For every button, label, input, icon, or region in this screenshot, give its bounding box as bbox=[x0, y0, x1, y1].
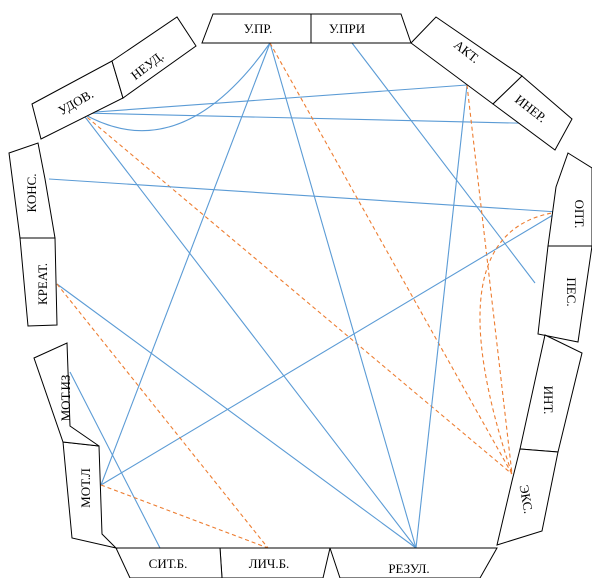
node-label-upri: У.ПРИ bbox=[329, 21, 365, 36]
link-udov-eks bbox=[81, 112, 513, 475]
link-upr-eks bbox=[269, 42, 513, 475]
link-upr-rezul bbox=[269, 42, 417, 549]
node-label-motiz: МОТ.ИЗ bbox=[58, 375, 73, 422]
node-label-int: ИНТ. bbox=[541, 386, 556, 415]
link-udov-upr bbox=[81, 42, 271, 132]
link-opt-eks bbox=[479, 211, 559, 475]
node-label-pes: ПЕС. bbox=[564, 277, 579, 306]
segment-kons bbox=[8, 142, 56, 239]
link-udov-rezul bbox=[81, 112, 417, 549]
frame-layer bbox=[8, 13, 592, 578]
node-label-opt: ОПТ. bbox=[572, 200, 587, 229]
link-opt-motl bbox=[100, 211, 559, 486]
node-label-kons: КОНС. bbox=[24, 173, 39, 212]
link-akt-eks bbox=[466, 84, 513, 475]
link-kreat-lichb bbox=[56, 283, 269, 549]
segment-rezul bbox=[329, 547, 498, 578]
links-layer bbox=[48, 42, 559, 549]
segment-pes bbox=[537, 245, 592, 343]
link-motl-lichb bbox=[100, 484, 269, 549]
link-motiz-sitb bbox=[69, 371, 161, 549]
node-label-kreat: КРЕАТ. bbox=[35, 263, 50, 305]
link-upri-pes bbox=[351, 42, 536, 284]
segment-iner bbox=[492, 75, 573, 151]
node-label-motl: МОТ.Л bbox=[78, 468, 93, 508]
node-label-lichb: ЛИЧ.Б. bbox=[249, 556, 290, 571]
link-upr-motl bbox=[100, 42, 271, 486]
segment-neud bbox=[111, 16, 197, 99]
segment-sitb bbox=[115, 547, 223, 578]
link-kons-opt bbox=[48, 178, 559, 213]
link-akt-rezul bbox=[415, 84, 468, 549]
segment-eks bbox=[496, 448, 559, 546]
node-label-eks: ЭКС. bbox=[517, 484, 537, 515]
link-kreat-rezul bbox=[56, 283, 417, 549]
link-udov-akt bbox=[81, 84, 468, 114]
node-label-rezul: РЕЗУЛ. bbox=[388, 561, 429, 576]
node-label-upr: У.ПР. bbox=[244, 21, 273, 36]
segment-motiz bbox=[33, 342, 100, 447]
node-label-sitb: СИТ.Б. bbox=[149, 556, 188, 571]
link-udov-iner bbox=[81, 112, 557, 125]
